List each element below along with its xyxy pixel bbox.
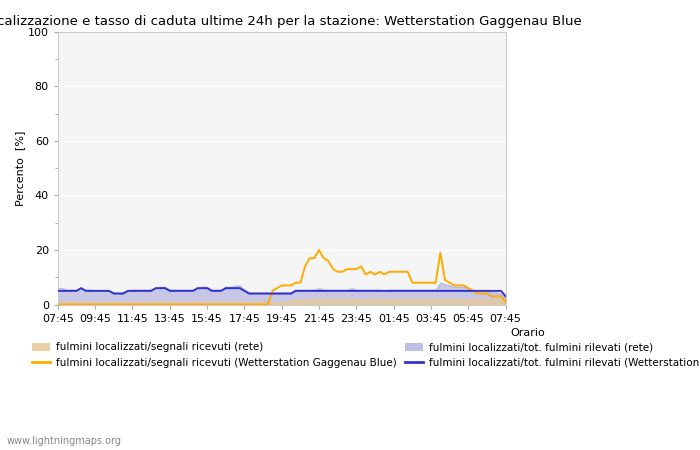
Y-axis label: Percento  [%]: Percento [%]: [15, 130, 25, 206]
Text: Orario: Orario: [510, 328, 545, 338]
Text: www.lightningmaps.org: www.lightningmaps.org: [7, 436, 122, 446]
Legend: fulmini localizzati/segnali ricevuti (rete), fulmini localizzati/segnali ricevut: fulmini localizzati/segnali ricevuti (re…: [32, 342, 700, 368]
Title: Localizzazione e tasso di caduta ultime 24h per la stazione: Wetterstation Gagge: Localizzazione e tasso di caduta ultime …: [0, 15, 582, 28]
